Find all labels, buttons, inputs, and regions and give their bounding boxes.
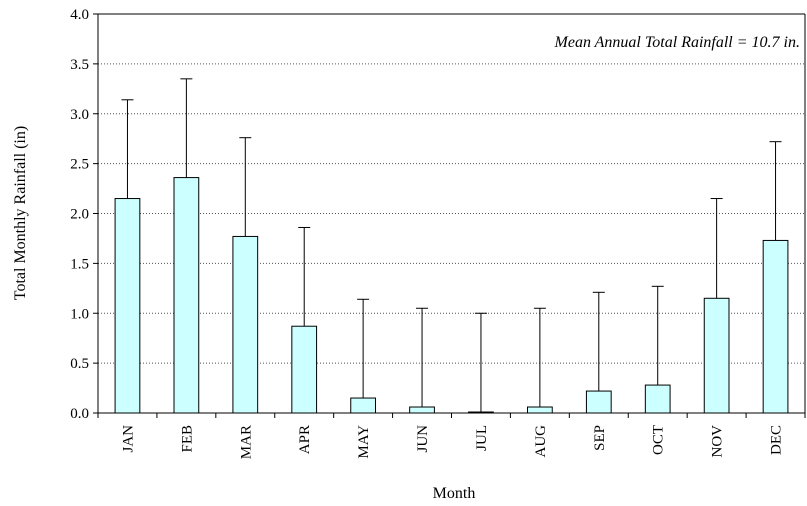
x-tick-label-feb: FEB (179, 425, 195, 453)
bar-dec (762, 239, 789, 414)
y-tick-label: 3.0 (70, 107, 89, 123)
x-tick-label-nov: NOV (710, 425, 726, 458)
bar-nov (703, 297, 730, 414)
bar-feb (173, 177, 200, 414)
error-bars (121, 78, 782, 413)
x-tick-label-oct: OCT (651, 425, 667, 455)
y-tick-labels: 0.0 0.5 1.0 1.5 2.0 2.5 3.0 3.5 4.0 (70, 7, 89, 422)
bar-may (350, 397, 376, 414)
annotation-text: Mean Annual Total Rainfall = 10.7 in. (554, 34, 800, 51)
x-tick-label-apr: APR (297, 425, 313, 454)
bar-mar (232, 235, 259, 414)
x-tick-label-mar: MAR (238, 425, 254, 459)
bar-aug (527, 406, 553, 414)
y-tick-label: 1.5 (70, 256, 89, 272)
bar-jun (409, 406, 435, 414)
bar-jan (114, 198, 141, 414)
x-tick-label-may: MAY (356, 425, 372, 459)
y-tick-label: 0.5 (70, 356, 89, 372)
x-tick-label-aug: AUG (533, 425, 549, 458)
x-tick-label-jul: JUL (474, 425, 490, 451)
y-tick-label: 1.0 (70, 306, 89, 322)
x-tick-label-jun: JUN (415, 425, 431, 453)
y-tick-label: 2.5 (70, 157, 89, 173)
x-tick-label-sep: SEP (592, 425, 608, 451)
axes (93, 13, 806, 418)
x-tick-labels: JAN FEB MAR APR MAY JUN JUL AUG SEP OCT NOV DEC (120, 425, 784, 459)
gridlines (98, 13, 805, 364)
y-tick-label: 3.5 (70, 57, 89, 73)
bar-apr (291, 325, 318, 414)
y-axis-title: Total Monthly Rainfall (in) (12, 126, 29, 300)
bar-sep (585, 390, 612, 414)
y-tick-label: 4.0 (70, 7, 89, 23)
bars (114, 177, 789, 414)
y-tick-label: 0.0 (70, 406, 89, 422)
x-tick-label-dec: DEC (769, 425, 785, 455)
x-tick-label-jan: JAN (120, 425, 136, 453)
y-tick-label: 2.0 (70, 207, 89, 223)
x-axis-title: Month (433, 485, 476, 502)
bar-oct (644, 384, 671, 414)
